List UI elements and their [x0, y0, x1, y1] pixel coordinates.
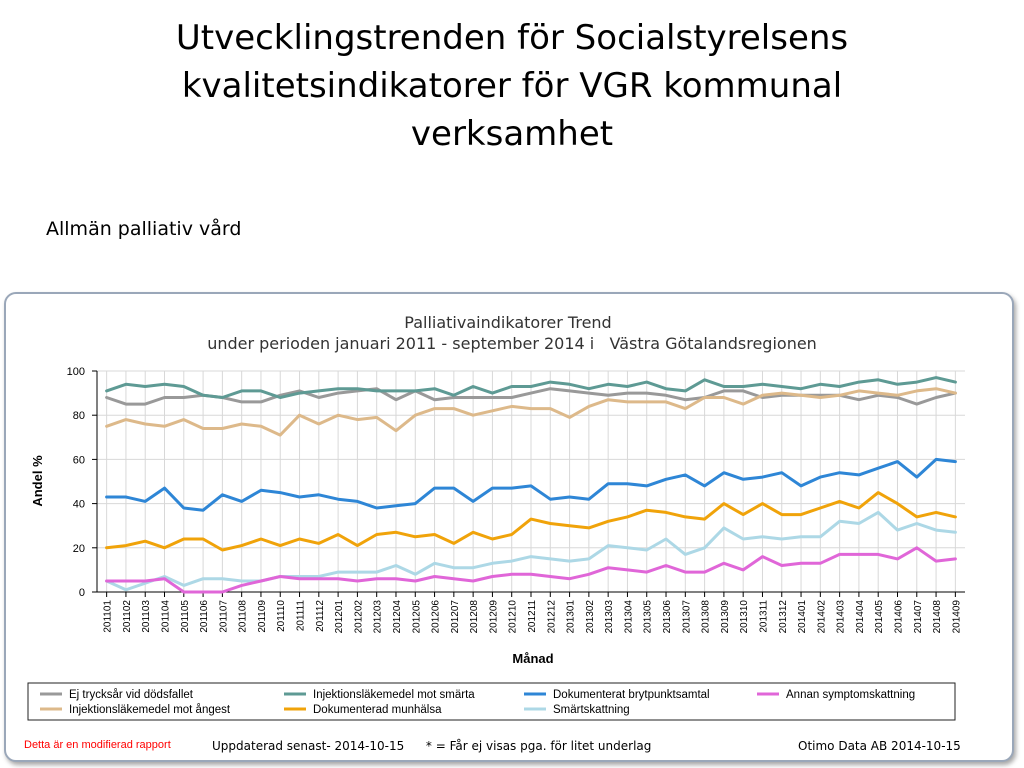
x-tick-label: 201106 — [199, 600, 210, 633]
axes: 0 20 40 60 80 100 201101 201102 201103 201104 2011… — [67, 366, 965, 633]
y-tick-label: 80 — [73, 410, 85, 422]
x-tick-label: 201312 — [778, 600, 789, 634]
x-axis-label: Månad — [512, 651, 553, 666]
y-tick-label: 40 — [73, 499, 85, 511]
x-tick-label: 201112 — [315, 600, 326, 632]
footer-provider: Otimo Data AB 2014-10-15 — [798, 739, 961, 753]
footer-update-info: Uppdaterad senast- 2014-10-15 * = Får ej… — [212, 739, 651, 753]
x-tick-label: 201302 — [585, 600, 596, 634]
chart-subtitle: under perioden januari 2011 - september … — [207, 334, 817, 353]
x-tick-label: 201201 — [334, 600, 345, 634]
x-tick-label: 201402 — [816, 600, 827, 634]
x-tick-label: 201406 — [893, 600, 904, 634]
x-tick-label: 201212 — [546, 600, 557, 634]
y-tick-label: 0 — [79, 587, 85, 599]
x-tick-label: 201103 — [141, 600, 152, 633]
x-tick-label: 201208 — [469, 600, 480, 634]
x-tick-label: 201307 — [681, 600, 692, 634]
series-line-dokumenterat-brytpunktsamtal — [105, 457, 957, 512]
legend-label: Injektionsläkemedel mot ångest — [69, 704, 231, 716]
series-line-smartskattning — [105, 510, 957, 592]
legend-label: Smärtskattning — [553, 704, 630, 716]
legend-label: Annan symptomskattning — [786, 689, 915, 701]
x-tick-label: 201404 — [855, 600, 866, 634]
series-line-injektionslakemedel-mot-smarta — [105, 376, 957, 399]
series-lines — [105, 376, 957, 594]
grid — [97, 370, 965, 593]
footer-asterisk-note: * = Får ej visas pga. för litet underlag — [425, 739, 652, 753]
footer-updated: Uppdaterad senast- 2014-10-15 — [212, 739, 405, 753]
slide-title-line-1: Utvecklingstrenden för Socialstyrelsens — [175, 18, 849, 58]
x-tick-label: 201408 — [932, 600, 943, 634]
x-tick-label: 201409 — [951, 600, 962, 634]
series-line-injektionslakemedel-mot-angest — [105, 387, 957, 437]
y-axis-label: Andel % — [30, 455, 45, 507]
x-tick-label: 201305 — [643, 600, 654, 634]
x-tick-label: 201102 — [122, 600, 133, 633]
legend-label: Ej trycksår vid dödsfallet — [69, 689, 194, 701]
x-tick-label: 201105 — [180, 600, 191, 633]
x-tick-label: 201101 — [103, 600, 114, 633]
x-tick-label: 201104 — [161, 600, 172, 633]
x-tick-label: 201207 — [450, 600, 461, 634]
x-tick-label: 201401 — [797, 600, 808, 634]
x-tick-label: 201308 — [701, 600, 712, 634]
y-tick-label: 20 — [73, 543, 85, 555]
series-line-dokumenterad-munhalsa — [105, 491, 957, 552]
slide-title: Utvecklingstrenden för Socialstyrelsens … — [0, 14, 1024, 158]
x-tick-label: 201405 — [874, 600, 885, 634]
slide-title-line-2: kvalitetsindikatorer för VGR kommunal — [181, 66, 843, 106]
x-tick-label: 201107 — [218, 600, 229, 633]
x-tick-label: 201211 — [527, 600, 538, 633]
x-tick-label: 201407 — [913, 600, 924, 634]
x-tick-label: 201209 — [488, 600, 499, 634]
x-tick-label: 201110 — [276, 600, 287, 632]
slide-subtitle: Allmän palliativ vård — [46, 218, 242, 240]
legend-label: Dokumenterat brytpunktsamtal — [553, 689, 710, 701]
x-tick-label: 201109 — [257, 600, 268, 633]
x-tick-label: 201206 — [431, 600, 442, 634]
x-tick-label: 201303 — [604, 600, 615, 634]
x-tick-label: 201203 — [373, 600, 384, 634]
x-tick-label: 201204 — [392, 600, 403, 634]
x-tick-label: 201108 — [238, 600, 249, 633]
x-tick-label: 201311 — [758, 600, 769, 633]
x-tick-label: 201301 — [566, 600, 577, 634]
x-tick-label: 201306 — [662, 600, 673, 634]
x-tick-label: 201202 — [353, 600, 364, 634]
legend-label: Dokumenterad munhälsa — [313, 704, 442, 716]
chart-title: Palliativaindikatorer Trend — [404, 313, 611, 332]
modified-report-note: Detta är en modifierad rapport — [24, 739, 171, 751]
x-tick-label: 201310 — [739, 600, 750, 634]
y-tick-label: 60 — [73, 454, 85, 466]
series-line-annan-symptomskattning — [105, 546, 957, 594]
x-tick-label: 201403 — [836, 600, 847, 634]
x-tick-label: 201304 — [623, 600, 634, 634]
x-tick-label: 201111 — [296, 600, 307, 632]
x-tick-label: 201210 — [508, 600, 519, 634]
slide-title-line-3: verksamhet — [410, 114, 614, 154]
legend-box — [27, 682, 956, 721]
legend-label: Injektionsläkemedel mot smärta — [313, 689, 475, 701]
x-tick-label: 201205 — [411, 600, 422, 634]
x-tick-label: 201309 — [720, 600, 731, 634]
legend: Ej trycksår vid dödsfallet Injektionsläke… — [27, 682, 956, 721]
y-tick-label: 100 — [67, 366, 85, 378]
